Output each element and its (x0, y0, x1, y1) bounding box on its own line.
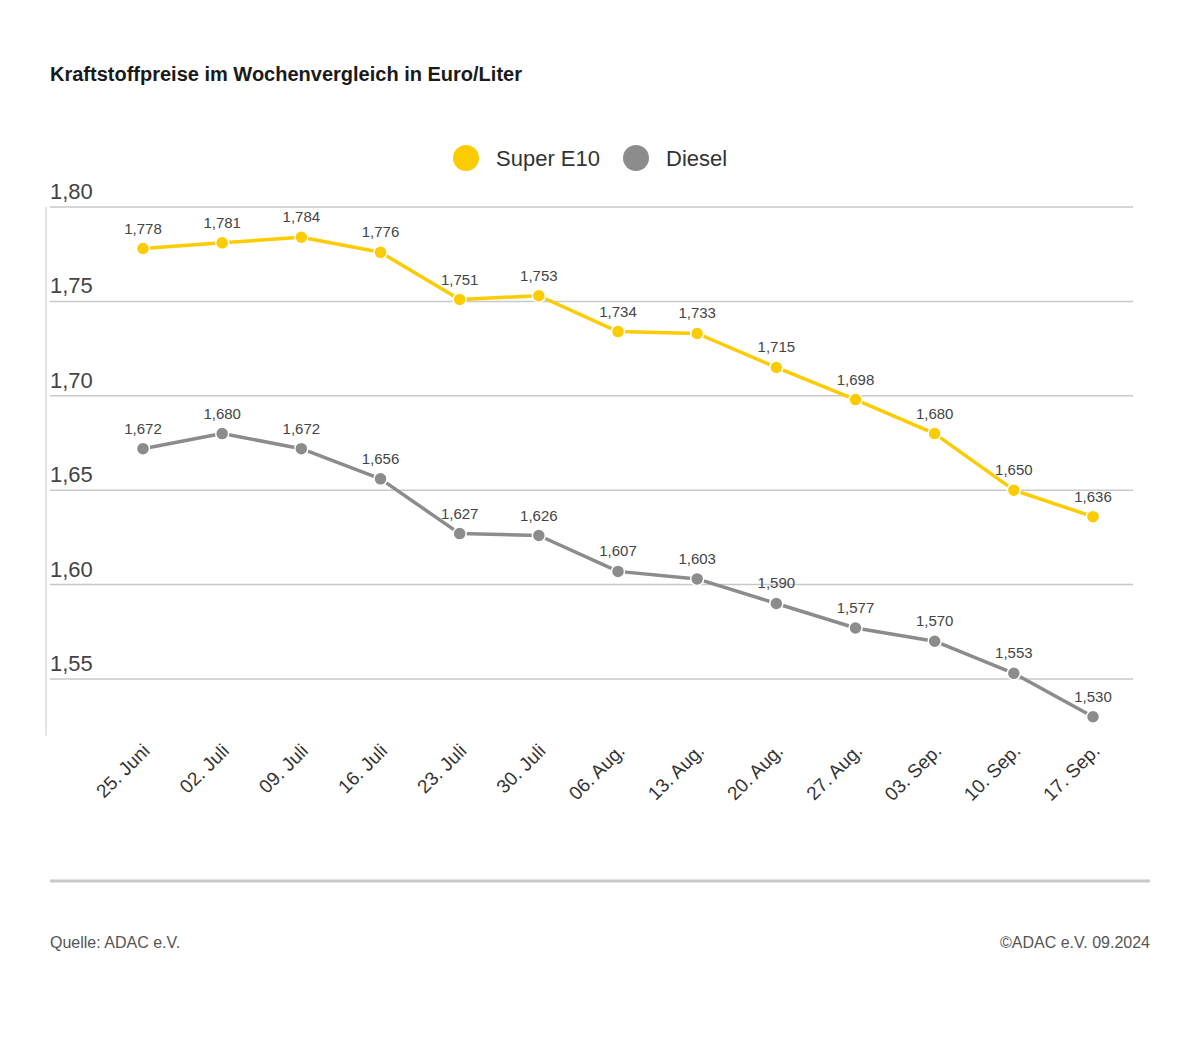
data-point (770, 597, 783, 610)
data-point (137, 242, 150, 255)
data-label: 1,626 (520, 507, 558, 524)
data-label: 1,672 (283, 420, 321, 437)
data-label: 1,650 (995, 461, 1033, 478)
data-point (532, 529, 545, 542)
y-tick-label: 1,65 (50, 462, 93, 487)
data-point (453, 527, 466, 540)
data-point (453, 293, 466, 306)
data-label: 1,656 (362, 450, 400, 467)
legend: Super E10 Diesel (453, 145, 727, 171)
data-point (1087, 710, 1100, 723)
grid-line (50, 206, 1133, 208)
data-label: 1,776 (362, 223, 400, 240)
grid-line (50, 301, 1133, 303)
legend-swatch (453, 145, 479, 171)
y-tick-label: 1,80 (50, 179, 93, 204)
x-tick-label: 16. Juli (334, 740, 391, 797)
x-tick-label: 02. Juli (176, 740, 233, 797)
data-label: 1,680 (916, 405, 954, 422)
data-point (770, 361, 783, 374)
data-point (1087, 510, 1100, 523)
x-tick-label: 10. Sep. (960, 740, 1025, 805)
x-tick-label: 25. Juni (92, 740, 154, 802)
data-point (137, 442, 150, 455)
data-label: 1,751 (441, 271, 479, 288)
data-point (216, 427, 229, 440)
chart: Kraftstoffpreise im Wochenvergleich in E… (0, 0, 1200, 1053)
data-label: 1,627 (441, 505, 479, 522)
data-point (691, 572, 704, 585)
data-label: 1,636 (1074, 488, 1112, 505)
data-point (1007, 667, 1020, 680)
plot-area (137, 231, 1100, 724)
data-label: 1,672 (124, 420, 162, 437)
title: Kraftstoffpreise im Wochenvergleich in E… (50, 63, 522, 85)
data-point (295, 442, 308, 455)
data-label: 1,530 (1074, 688, 1112, 705)
x-tick-label: 20. Aug. (723, 740, 787, 804)
x-tick-label: 03. Sep. (881, 740, 946, 805)
data-label: 1,733 (678, 304, 716, 321)
y-tick-label: 1,55 (50, 651, 93, 676)
data-label: 1,603 (678, 550, 716, 567)
data-label: 1,607 (599, 542, 637, 559)
series-line (143, 237, 1093, 516)
copyright: ©ADAC e.V. 09.2024 (1000, 934, 1150, 951)
data-point (849, 393, 862, 406)
y-axis-line (46, 207, 47, 736)
data-label: 1,734 (599, 303, 637, 320)
legend-label: Super E10 (496, 146, 600, 171)
data-label: 1,698 (837, 371, 875, 388)
data-label: 1,553 (995, 644, 1033, 661)
grid-line (50, 489, 1133, 491)
data-label: 1,680 (203, 405, 241, 422)
data-label: 1,590 (758, 574, 796, 591)
y-tick-label: 1,60 (50, 557, 93, 582)
data-point (612, 325, 625, 338)
data-point (691, 327, 704, 340)
data-point (849, 622, 862, 635)
data-label: 1,753 (520, 267, 558, 284)
data-point (374, 472, 387, 485)
x-tick-label: 27. Aug. (802, 740, 866, 804)
data-labels: 1,778 1,781 1,784 1,776 1,751 1,753 1,734 1,733… (124, 208, 1112, 705)
x-tick-label: 13. Aug. (644, 740, 708, 804)
x-tick-label: 23. Juli (413, 740, 470, 797)
data-point (374, 246, 387, 259)
x-tick-label: 06. Aug. (565, 740, 629, 804)
data-label: 1,784 (283, 208, 321, 225)
data-point (532, 289, 545, 302)
data-point (612, 565, 625, 578)
separator (50, 880, 1150, 883)
data-point (928, 635, 941, 648)
x-tick-label: 09. Juli (255, 740, 312, 797)
grid-line (50, 584, 1133, 586)
data-label: 1,570 (916, 612, 954, 629)
data-point (216, 236, 229, 249)
data-label: 1,778 (124, 220, 162, 237)
grid-line (50, 395, 1133, 397)
grid-line (50, 678, 1133, 680)
legend-label: Diesel (666, 146, 727, 171)
data-point (1007, 484, 1020, 497)
source: Quelle: ADAC e.V. (50, 934, 180, 951)
series-line (143, 434, 1093, 717)
x-tick-label: 17. Sep. (1039, 740, 1104, 805)
y-tick-label: 1,70 (50, 368, 93, 393)
data-label: 1,781 (203, 214, 241, 231)
y-tick-label: 1,75 (50, 273, 93, 298)
data-point (928, 427, 941, 440)
legend-swatch (623, 145, 649, 171)
data-label: 1,577 (837, 599, 875, 616)
x-tick-label: 30. Juli (492, 740, 549, 797)
data-label: 1,715 (758, 338, 796, 355)
data-point (295, 231, 308, 244)
